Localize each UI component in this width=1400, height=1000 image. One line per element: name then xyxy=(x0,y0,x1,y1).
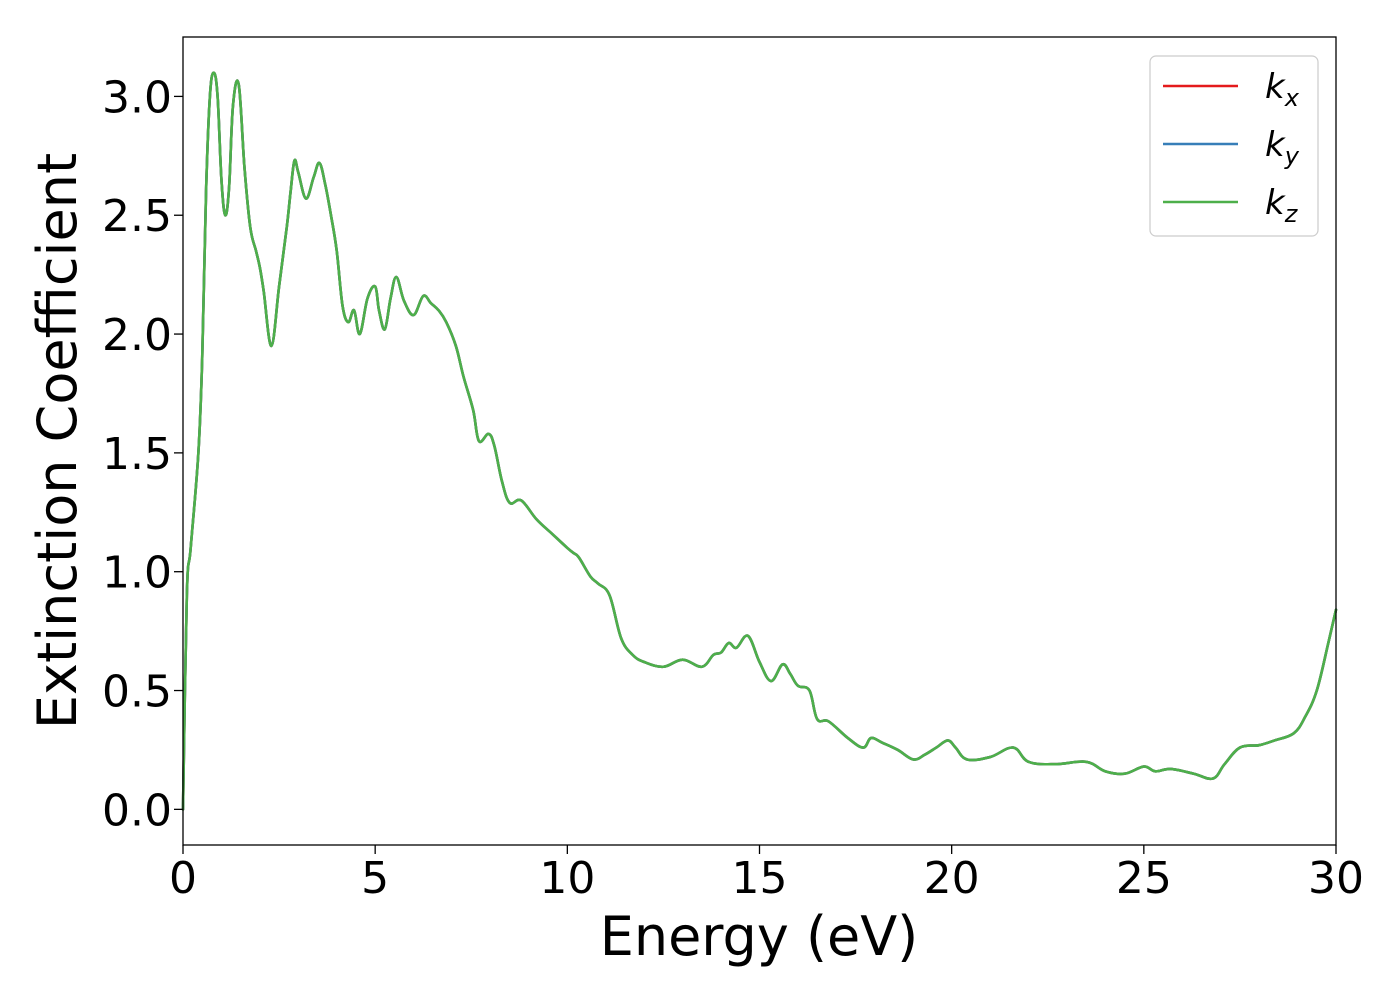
y-tick-label: 0.5 xyxy=(102,667,172,718)
x-tick-label: 15 xyxy=(732,853,788,904)
x-axis-label: Energy (eV) xyxy=(600,905,919,968)
x-tick-label: 25 xyxy=(1116,853,1172,904)
y-tick-label: 2.0 xyxy=(102,310,172,361)
y-tick-label: 1.0 xyxy=(102,548,172,599)
x-tick-label: 10 xyxy=(539,853,595,904)
x-tick-label: 0 xyxy=(169,853,197,904)
x-tick-label: 5 xyxy=(361,853,389,904)
x-tick-label: 30 xyxy=(1308,853,1364,904)
series-line-z xyxy=(181,71,1338,811)
y-tick-label: 3.0 xyxy=(102,72,172,123)
series-layer xyxy=(181,71,1338,811)
y-tick-label: 0.0 xyxy=(102,785,172,836)
legend-label-x: kx xyxy=(1265,67,1300,112)
legend-label-z: kz xyxy=(1265,183,1299,228)
legend: kx ky kz xyxy=(1149,55,1319,237)
legend-label-y: ky xyxy=(1265,125,1300,170)
y-axis-label: Extinction Coefficient xyxy=(26,153,89,729)
legend-frame xyxy=(1149,55,1319,237)
y-tick-label: 2.5 xyxy=(102,191,172,242)
tick-layer: 0 5 10 15 20 25 30 0.0 0.5 1.0 1.5 2.0 2.5 3.0 xyxy=(102,72,1364,904)
y-tick-label: 1.5 xyxy=(102,429,172,480)
x-tick-label: 20 xyxy=(924,853,980,904)
